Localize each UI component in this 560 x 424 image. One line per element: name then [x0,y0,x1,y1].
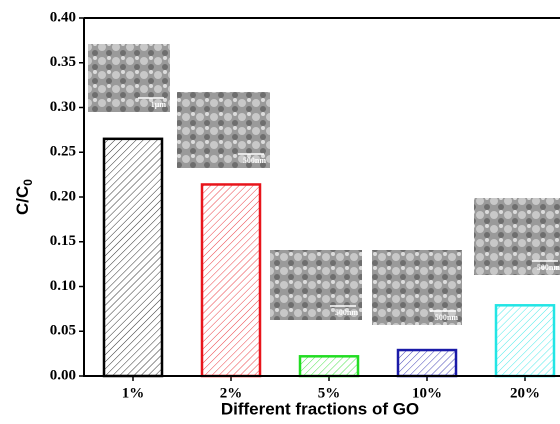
sem-image [270,250,362,320]
scale-bar-label: 500nm [435,313,458,322]
x-tick-label: 2% [220,385,243,401]
sem-image [474,198,560,275]
y-tick-label: 0.40 [50,9,76,25]
y-tick-label: 0.15 [50,233,76,249]
bar [298,355,360,378]
y-tick-label: 0.10 [50,278,76,294]
scale-bar-label: 1μm [151,100,167,109]
x-tick-label: 1% [122,385,145,401]
sem-image [88,44,170,112]
plot-frame [83,17,560,377]
y-tick-label: 0.05 [50,323,76,339]
x-tick-label: 10% [412,385,442,401]
scale-bar-label: 500nm [537,263,560,272]
y-axis-title-text: C/C [13,186,32,215]
sem-image [177,92,270,168]
x-axis-title: Different fractions of GO [221,399,419,418]
x-tick-label: 20% [510,385,540,401]
y-tick-label: 0.25 [50,144,76,160]
sem-image [372,250,462,325]
x-tick-label: 5% [318,385,341,401]
y-axis-title: C/C0 [13,179,35,215]
bar [102,137,164,378]
y-tick-label: 0.00 [50,367,76,383]
y-tick-label: 0.30 [50,99,76,115]
y-tick-label: 0.20 [50,188,76,204]
y-axis-title-subscript: 0 [21,179,35,186]
scale-bar-label: 500nm [335,308,358,317]
bar [200,183,262,378]
bar [396,348,458,378]
scale-bar-label: 500nm [243,156,266,165]
bar [494,304,556,378]
y-tick-label: 0.35 [50,54,76,70]
